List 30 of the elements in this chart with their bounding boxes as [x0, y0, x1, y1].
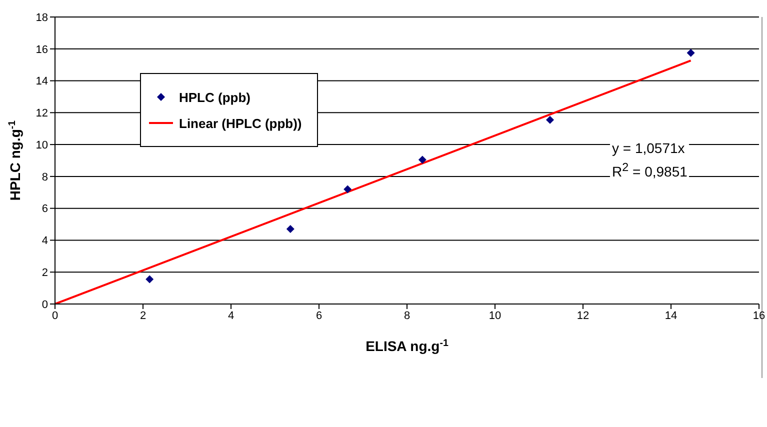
y-tick-label: 4: [42, 235, 48, 248]
x-tick-label: 2: [140, 310, 146, 322]
x-tick-label: 12: [576, 310, 590, 322]
legend-label: HPLC (ppb): [179, 90, 250, 104]
x-tick-label: 16: [752, 310, 766, 322]
x-tick-label: 8: [404, 310, 410, 322]
point: [286, 225, 294, 234]
point: [686, 48, 695, 57]
y-tick-label: 2: [42, 267, 48, 280]
x-tick-label: 10: [488, 310, 502, 322]
annotation: y = 1,0571x: [612, 139, 686, 158]
y-tick-label: 10: [36, 139, 48, 152]
point: [146, 275, 154, 284]
legend-label: Linear (HPLC (ppb)): [179, 116, 302, 130]
annotation: R$^{2}$ = 0,9851: [612, 160, 688, 182]
y-tick-label: 16: [36, 44, 48, 56]
y-tick-label: 0: [42, 298, 48, 311]
x-tick-label: 6: [316, 310, 322, 322]
x-axis-title: ELISA ng.g$^{-1}$: [366, 338, 449, 354]
y-tick-label: 8: [42, 171, 48, 184]
point: [344, 185, 352, 194]
y-tick-label: 14: [36, 76, 48, 88]
point: [418, 156, 426, 164]
x-tick-label: 4: [228, 310, 234, 322]
point: [546, 116, 554, 124]
y-tick-label: 12: [36, 108, 48, 120]
y-tick-label: 18: [36, 12, 48, 24]
x-tick-label: 0: [52, 310, 58, 322]
x-tick-label: 14: [664, 310, 678, 322]
y-tick-label: 6: [42, 203, 48, 216]
